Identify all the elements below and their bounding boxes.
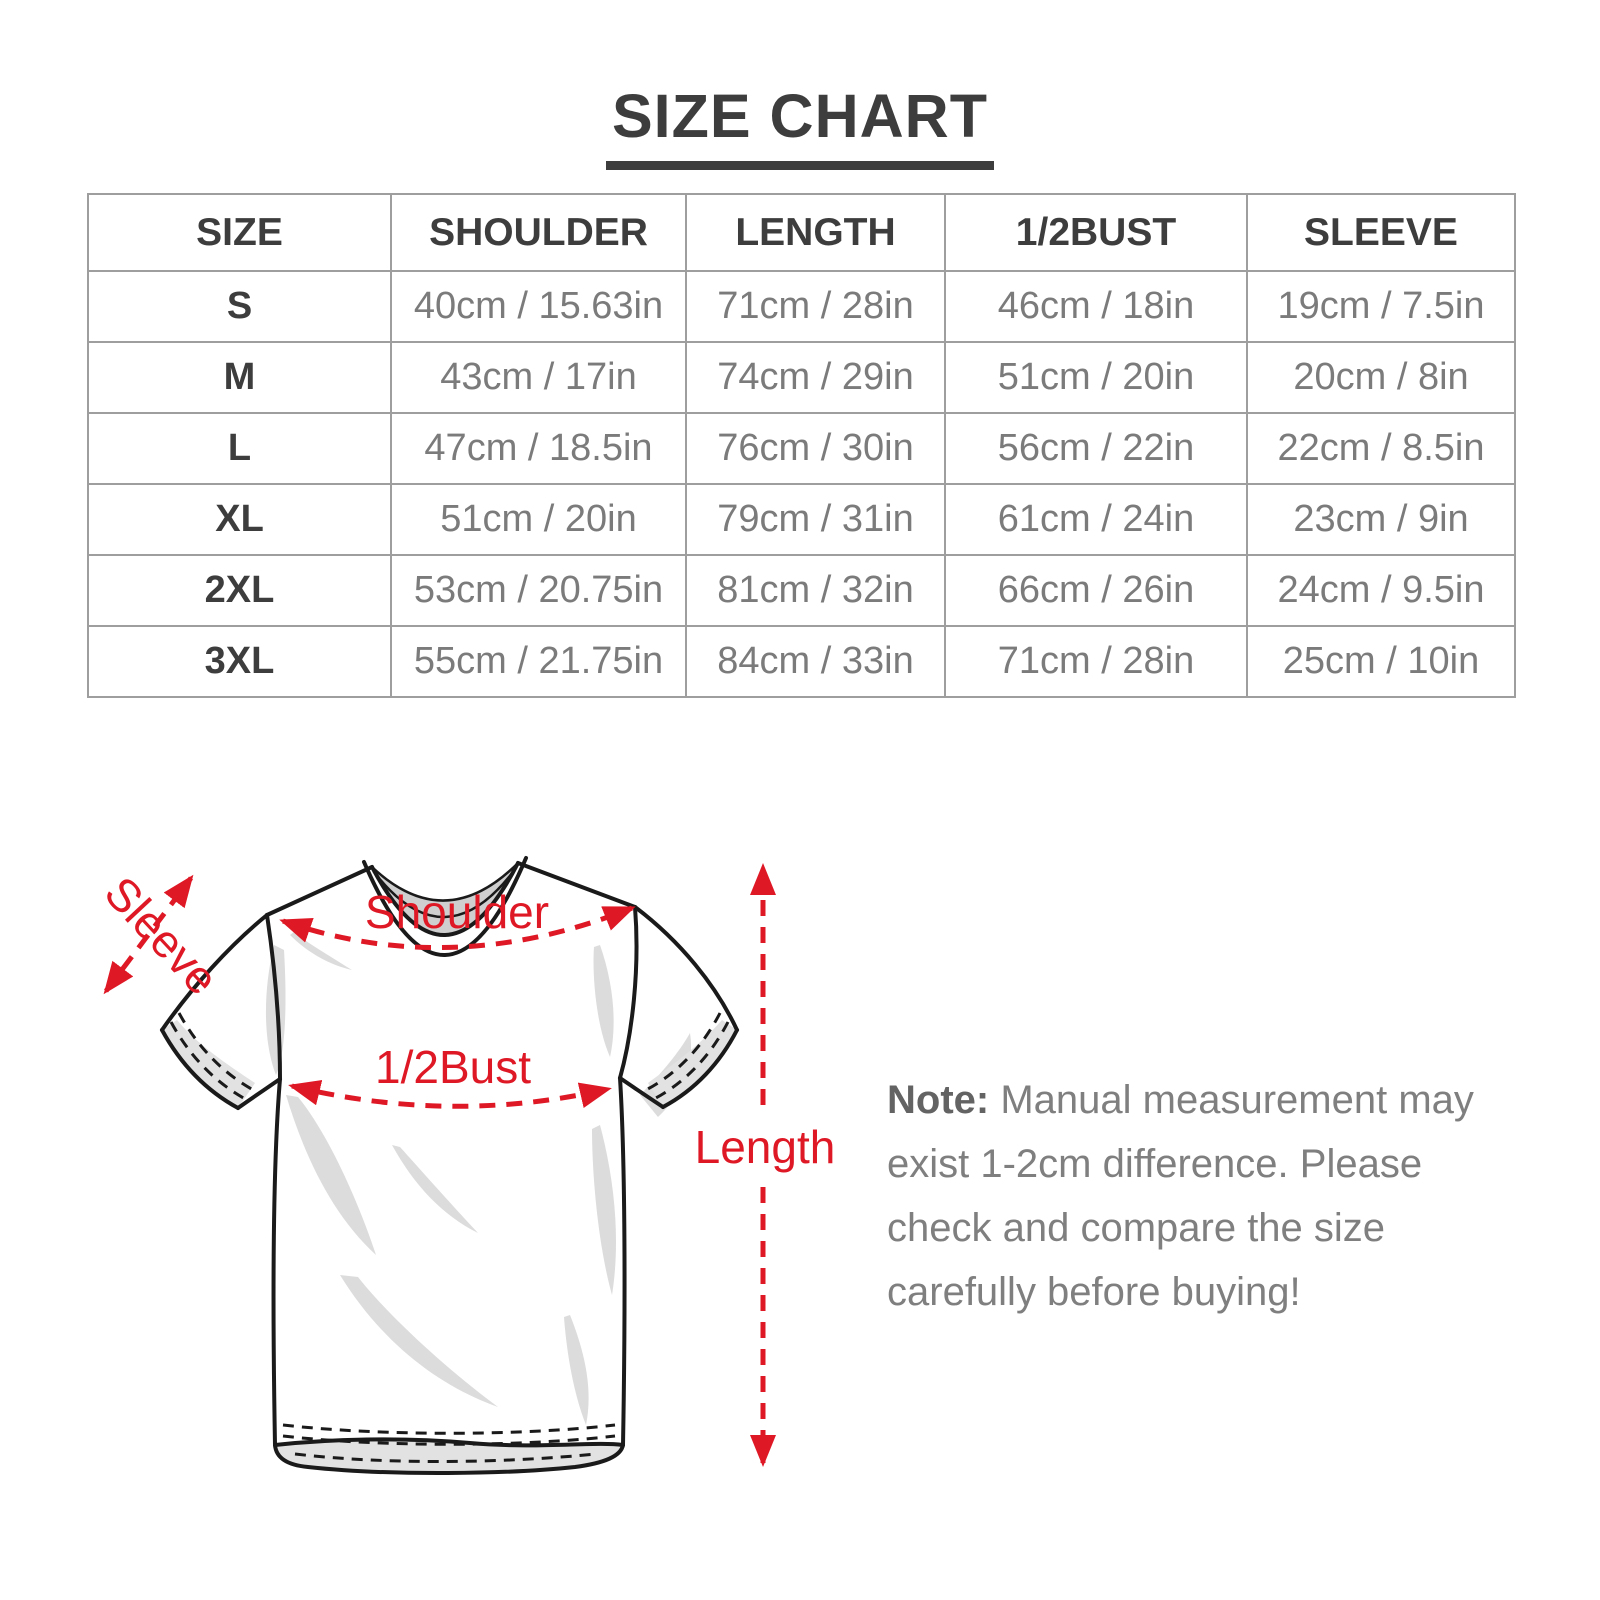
length-cell: 74cm / 29in xyxy=(685,341,946,414)
tshirt-diagram-svg: Sleeve Shoulder 1/2Bust Length xyxy=(95,856,836,1476)
shoulder-measure-arrow xyxy=(279,905,636,951)
header-cell-shoulder: SHOULDER xyxy=(390,193,687,272)
shoulder-cell: 53cm / 20.75in xyxy=(390,554,687,627)
tshirt-measurement-diagram: Sleeve Shoulder 1/2Bust Length xyxy=(40,795,840,1565)
measurement-annotations: Sleeve Shoulder 1/2Bust Length xyxy=(95,863,836,1467)
table-row: 3XL 55cm / 21.75in 84cm / 33in 71cm / 28… xyxy=(87,625,1516,698)
length-cell: 71cm / 28in xyxy=(685,270,946,343)
note-label: Note: xyxy=(887,1078,990,1122)
bust-cell: 46cm / 18in xyxy=(944,270,1248,343)
sleeve-cell: 24cm / 9.5in xyxy=(1246,554,1516,627)
sleeve-cell: 25cm / 10in xyxy=(1246,625,1516,698)
table-row: L 47cm / 18.5in 76cm / 30in 56cm / 22in … xyxy=(87,412,1516,485)
header-cell-bust: 1/2BUST xyxy=(944,193,1248,272)
shoulder-cell: 40cm / 15.63in xyxy=(390,270,687,343)
half-bust-label: 1/2Bust xyxy=(375,1041,531,1093)
table-row: M 43cm / 17in 74cm / 29in 51cm / 20in 20… xyxy=(87,341,1516,414)
bust-cell: 51cm / 20in xyxy=(944,341,1248,414)
shoulder-cell: 47cm / 18.5in xyxy=(390,412,687,485)
table-row: XL 51cm / 20in 79cm / 31in 61cm / 24in 2… xyxy=(87,483,1516,556)
shoulder-cell: 51cm / 20in xyxy=(390,483,687,556)
size-cell: L xyxy=(87,412,392,485)
size-cell: 2XL xyxy=(87,554,392,627)
table-header-row: SIZE SHOULDER LENGTH 1/2BUST SLEEVE xyxy=(87,193,1516,272)
sleeve-cell: 22cm / 8.5in xyxy=(1246,412,1516,485)
shoulder-cell: 55cm / 21.75in xyxy=(390,625,687,698)
page-header: SIZE CHART xyxy=(0,86,1600,170)
table-row: 2XL 53cm / 20.75in 81cm / 32in 66cm / 26… xyxy=(87,554,1516,627)
shoulder-cell: 43cm / 17in xyxy=(390,341,687,414)
size-cell: S xyxy=(87,270,392,343)
length-label: Length xyxy=(695,1121,836,1173)
sleeve-measure-arrow xyxy=(103,874,194,995)
size-cell: M xyxy=(87,341,392,414)
note-body: Manual measurement may exist 1-2cm diffe… xyxy=(887,1078,1474,1314)
length-cell: 79cm / 31in xyxy=(685,483,946,556)
header-cell-length: LENGTH xyxy=(685,193,946,272)
length-cell: 84cm / 33in xyxy=(685,625,946,698)
shoulder-label: Shoulder xyxy=(365,886,549,938)
bust-measure-arrow xyxy=(288,1079,612,1109)
table-row: S 40cm / 15.63in 71cm / 28in 46cm / 18in… xyxy=(87,270,1516,343)
size-cell: 3XL xyxy=(87,625,392,698)
header-cell-sleeve: SLEEVE xyxy=(1246,193,1516,272)
bust-cell: 61cm / 24in xyxy=(944,483,1248,556)
length-cell: 81cm / 32in xyxy=(685,554,946,627)
size-cell: XL xyxy=(87,483,392,556)
length-cell: 76cm / 30in xyxy=(685,412,946,485)
header-cell-size: SIZE xyxy=(87,193,392,272)
measurement-note: Note: Manual measurement may exist 1-2cm… xyxy=(887,1068,1487,1324)
sleeve-cell: 20cm / 8in xyxy=(1246,341,1516,414)
size-chart-title: SIZE CHART xyxy=(606,86,994,170)
sleeve-label: Sleeve xyxy=(95,866,229,1004)
sleeve-cell: 23cm / 9in xyxy=(1246,483,1516,556)
sleeve-cell: 19cm / 7.5in xyxy=(1246,270,1516,343)
bust-cell: 71cm / 28in xyxy=(944,625,1248,698)
bust-cell: 56cm / 22in xyxy=(944,412,1248,485)
size-table: SIZE SHOULDER LENGTH 1/2BUST SLEEVE S 40… xyxy=(87,193,1516,698)
bust-cell: 66cm / 26in xyxy=(944,554,1248,627)
